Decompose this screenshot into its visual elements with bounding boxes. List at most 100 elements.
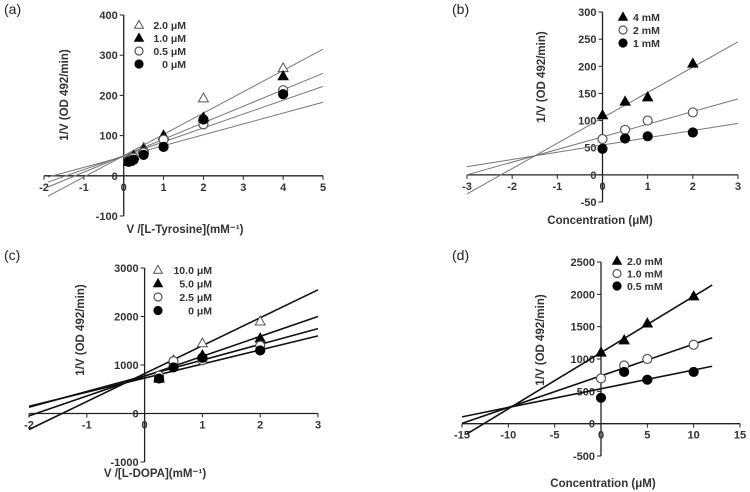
panel-label: (a) [4, 1, 21, 17]
filled-triangle-marker [133, 32, 145, 42]
x-tick-label: -1 [79, 182, 89, 194]
legend-label: 1.0 μM [153, 33, 186, 45]
filled-triangle-marker [641, 317, 654, 328]
y-tick-label: 50 [584, 143, 596, 155]
filled-circle-marker [619, 133, 631, 144]
x-tick-label: -2 [507, 181, 517, 193]
x-tick-label: 2 [690, 181, 696, 193]
filled-circle-marker [642, 131, 653, 142]
y-tick-label: 0 [590, 170, 596, 182]
filled-circle-marker [619, 366, 630, 378]
filled-circle-marker [618, 38, 628, 48]
open-circle-marker [618, 25, 628, 35]
y-tick-label: 200 [578, 61, 596, 73]
x-tick-label: 3 [315, 420, 321, 432]
y-tick-label: 2000 [114, 312, 138, 324]
y-tick-label: -500 [573, 451, 595, 463]
x-tick-label: 4 [280, 182, 287, 194]
filled-triangle-marker [611, 255, 623, 265]
x-tick-label: 0 [599, 181, 605, 193]
x-axis-label: Concentration (μM) [550, 478, 656, 490]
x-tick-label: 10 [688, 430, 700, 442]
fit-line [47, 72, 324, 188]
filled-circle-marker [168, 362, 179, 373]
filled-triangle-marker [687, 57, 699, 68]
x-axis-label: V /[L-Tyrosine](mM⁻¹) [126, 224, 243, 236]
x-tick-label: 2 [200, 182, 206, 194]
panel-label: (b) [452, 1, 469, 17]
open-circle-marker [687, 107, 698, 118]
x-tick-label: 1 [645, 181, 651, 193]
x-tick-label: 2 [257, 420, 263, 432]
filled-circle-marker [278, 89, 289, 100]
y-tick-label: 0 [132, 409, 138, 421]
open-triangle-marker [196, 336, 209, 348]
y-tick-label: 250 [578, 34, 596, 46]
x-tick-label: -1 [82, 420, 92, 432]
filled-circle-marker [688, 366, 699, 378]
y-tick-label: 1000 [571, 354, 595, 366]
y-tick-label: 3000 [114, 263, 138, 275]
filled-circle-marker [153, 305, 163, 316]
x-tick-label: -5 [550, 430, 560, 442]
fit-line [461, 365, 713, 418]
y-tick-label: -1000 [110, 457, 138, 469]
filled-circle-marker [138, 149, 149, 160]
legend-label: 0.5 mM [627, 281, 663, 293]
filled-triangle-marker [687, 290, 700, 301]
x-tick-label: -10 [500, 430, 516, 442]
panel-label: (d) [452, 247, 469, 263]
y-tick-label: 2500 [571, 257, 595, 269]
y-axis-label: 1/V (OD 492/min) [535, 294, 547, 386]
x-tick-label: -2 [24, 420, 34, 432]
open-triangle-marker [152, 264, 164, 274]
x-tick-label: 3 [240, 182, 246, 194]
open-circle-marker [619, 124, 631, 135]
y-tick-label: 0 [589, 419, 595, 431]
filled-triangle-marker [641, 91, 654, 102]
filled-circle-marker [134, 59, 144, 69]
open-circle-marker [595, 373, 607, 384]
legend-label: 2 mM [633, 25, 660, 37]
filled-circle-marker [197, 352, 208, 363]
y-tick-label: -100 [96, 211, 118, 223]
filled-circle-marker [642, 374, 653, 385]
x-tick-label: -2 [39, 182, 49, 194]
panel-d: (d) 1/V (OD 492/min) Concentration (μM) … [452, 247, 746, 490]
x-tick-label: 0 [121, 182, 127, 194]
panel-a: (a) 1/V (OD 492/min) V /[L-Tyrosine](mM⁻… [4, 1, 326, 236]
filled-circle-marker [158, 141, 169, 152]
fit-line [47, 48, 324, 197]
filled-triangle-marker [595, 346, 607, 357]
legend-label: 2.0 mM [627, 256, 663, 268]
filled-triangle-marker [619, 95, 631, 106]
y-tick-label: 100 [99, 131, 117, 143]
open-triangle-marker [133, 19, 145, 29]
legend-label: 0 μM [162, 59, 186, 71]
fit-line [47, 101, 324, 178]
open-triangle-marker [254, 315, 267, 326]
y-tick-label: 1000 [114, 360, 138, 372]
open-circle-marker [597, 133, 608, 145]
panel-c: (c) 1/V (OD 492/min) V /[L-DOPA](mM⁻¹) -… [4, 247, 321, 480]
x-tick-label: -3 [462, 181, 472, 193]
open-circle-marker [153, 292, 163, 302]
legend-label: 0 μM [188, 306, 212, 318]
x-tick-label: 0 [598, 430, 604, 442]
x-tick-label: 5 [644, 430, 650, 442]
panel-b: (b) 1/V (OD 492/min) Concentration (μM) … [452, 1, 741, 227]
y-axis-label: 1/V (OD 492/min) [536, 31, 548, 123]
y-tick-label: 2000 [571, 289, 595, 301]
fit-line [461, 337, 713, 425]
legend-label: 4 mM [633, 12, 660, 24]
filled-circle-marker [255, 345, 266, 356]
filled-circle-marker [595, 392, 607, 403]
fit-line [466, 284, 713, 435]
y-tick-label: 400 [99, 10, 117, 22]
x-tick-label: 15 [734, 430, 746, 442]
filled-triangle-marker [277, 69, 289, 81]
open-circle-marker [612, 268, 622, 279]
legend-label: 2.5 μM [179, 292, 212, 304]
legend-label: 1 mM [633, 38, 660, 50]
